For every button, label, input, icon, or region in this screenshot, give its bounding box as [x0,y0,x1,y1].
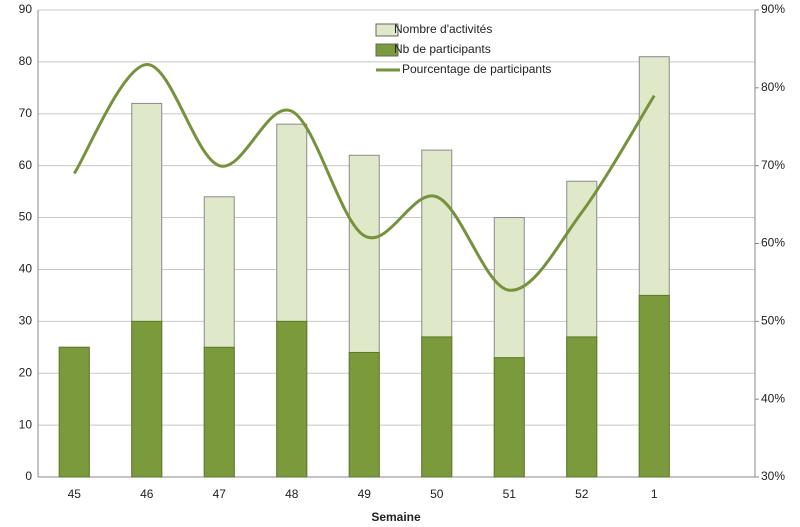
x-tick-label: 48 [285,487,299,501]
bar [276,320,308,478]
legend-label: Nb de participants [394,42,491,56]
bar [348,351,380,478]
bar [638,294,670,478]
bar [58,346,90,478]
x-tick-label: 49 [358,487,372,501]
line [72,62,656,292]
y2-tick-label: 90% [761,2,785,16]
y-tick-label: 70 [19,106,33,120]
x-tick-label: 46 [140,487,154,501]
bar [203,346,235,478]
y-tick-label: 90 [19,2,33,16]
legend-label: Pourcentage de participants [402,62,551,76]
y-tick-label: 0 [25,469,32,483]
legend-swatch [375,43,399,57]
x-tick-label: 1 [651,487,658,501]
y-tick-label: 30 [19,314,33,328]
y-tick-label: 80 [19,54,33,68]
x-tick-label: 50 [430,487,444,501]
y-tick-label: 20 [19,365,33,379]
y2-tick-label: 30% [761,469,785,483]
y-tick-label: 60 [19,158,33,172]
x-tick-label: 45 [68,487,82,501]
y2-tick-label: 50% [761,314,785,328]
legend-swatch [375,23,399,37]
bar [131,320,163,478]
x-tick-label: 47 [213,487,227,501]
y2-tick-label: 60% [761,236,785,250]
y-tick-label: 50 [19,210,33,224]
y-tick-label: 10 [19,417,33,431]
y2-tick-label: 80% [761,80,785,94]
y-tick-label: 40 [19,262,33,276]
y2-tick-label: 70% [761,158,785,172]
bar [493,357,525,478]
x-tick-label: 52 [575,487,589,501]
y2-tick-label: 40% [761,391,785,405]
bar [421,336,453,478]
legend-label: Nombre d'activités [394,22,492,36]
bar [566,336,598,478]
x-tick-label: 51 [503,487,517,501]
x-axis-label: Semaine [371,510,421,524]
